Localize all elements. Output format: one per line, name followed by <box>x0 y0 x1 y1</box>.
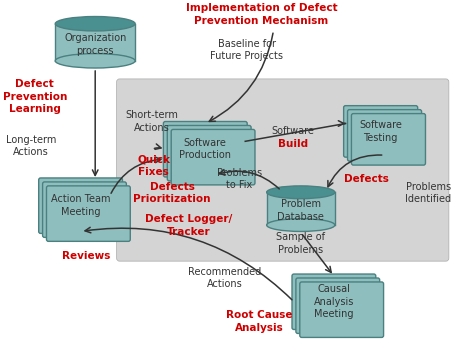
Text: Long-term
Actions: Long-term Actions <box>6 135 56 158</box>
FancyBboxPatch shape <box>351 114 426 165</box>
Text: Software
Production: Software Production <box>179 138 231 160</box>
FancyBboxPatch shape <box>39 178 123 233</box>
Text: Problems
to Fix: Problems to Fix <box>217 168 262 190</box>
Text: Organization
process: Organization process <box>64 33 126 56</box>
Text: Defect Logger/
Tracker: Defect Logger/ Tracker <box>145 214 232 237</box>
Text: Root Cause
Analysis: Root Cause Analysis <box>225 310 292 333</box>
FancyBboxPatch shape <box>300 282 384 337</box>
FancyBboxPatch shape <box>47 186 130 242</box>
FancyBboxPatch shape <box>348 110 421 161</box>
Text: Short-term
Actions: Short-term Actions <box>125 110 178 133</box>
Text: Baseline for
Future Projects: Baseline for Future Projects <box>210 39 283 61</box>
FancyBboxPatch shape <box>296 278 380 334</box>
Ellipse shape <box>266 186 335 199</box>
Bar <box>55 24 135 61</box>
Text: Quick
Fixes: Quick Fixes <box>137 155 170 177</box>
Text: Problems
Identified: Problems Identified <box>405 182 451 204</box>
Ellipse shape <box>55 16 135 31</box>
Text: Reviews: Reviews <box>62 251 111 261</box>
Ellipse shape <box>55 54 135 68</box>
FancyBboxPatch shape <box>171 130 255 185</box>
FancyBboxPatch shape <box>163 121 247 177</box>
FancyBboxPatch shape <box>117 79 449 261</box>
Text: Problem
Database: Problem Database <box>278 199 324 222</box>
Bar <box>266 192 335 225</box>
Text: Implementation of Defect
Prevention Mechanism: Implementation of Defect Prevention Mech… <box>186 4 337 26</box>
Text: Sample of
Problems: Sample of Problems <box>276 232 325 254</box>
Text: Defects
Prioritization: Defects Prioritization <box>133 182 211 204</box>
FancyBboxPatch shape <box>292 274 376 329</box>
Text: Recommended
Actions: Recommended Actions <box>188 267 261 289</box>
Ellipse shape <box>266 219 335 231</box>
FancyBboxPatch shape <box>343 106 418 157</box>
Text: Causal
Analysis
Meeting: Causal Analysis Meeting <box>313 284 354 319</box>
Text: Software
Testing: Software Testing <box>359 120 402 142</box>
Text: Build: Build <box>278 139 308 149</box>
Text: Software: Software <box>272 126 314 136</box>
FancyBboxPatch shape <box>167 125 251 181</box>
FancyBboxPatch shape <box>42 182 126 237</box>
Text: Defect
Prevention
Learning: Defect Prevention Learning <box>3 79 67 114</box>
Text: Defects: Defects <box>343 174 389 184</box>
Text: Action Team
Meeting: Action Team Meeting <box>51 195 110 217</box>
